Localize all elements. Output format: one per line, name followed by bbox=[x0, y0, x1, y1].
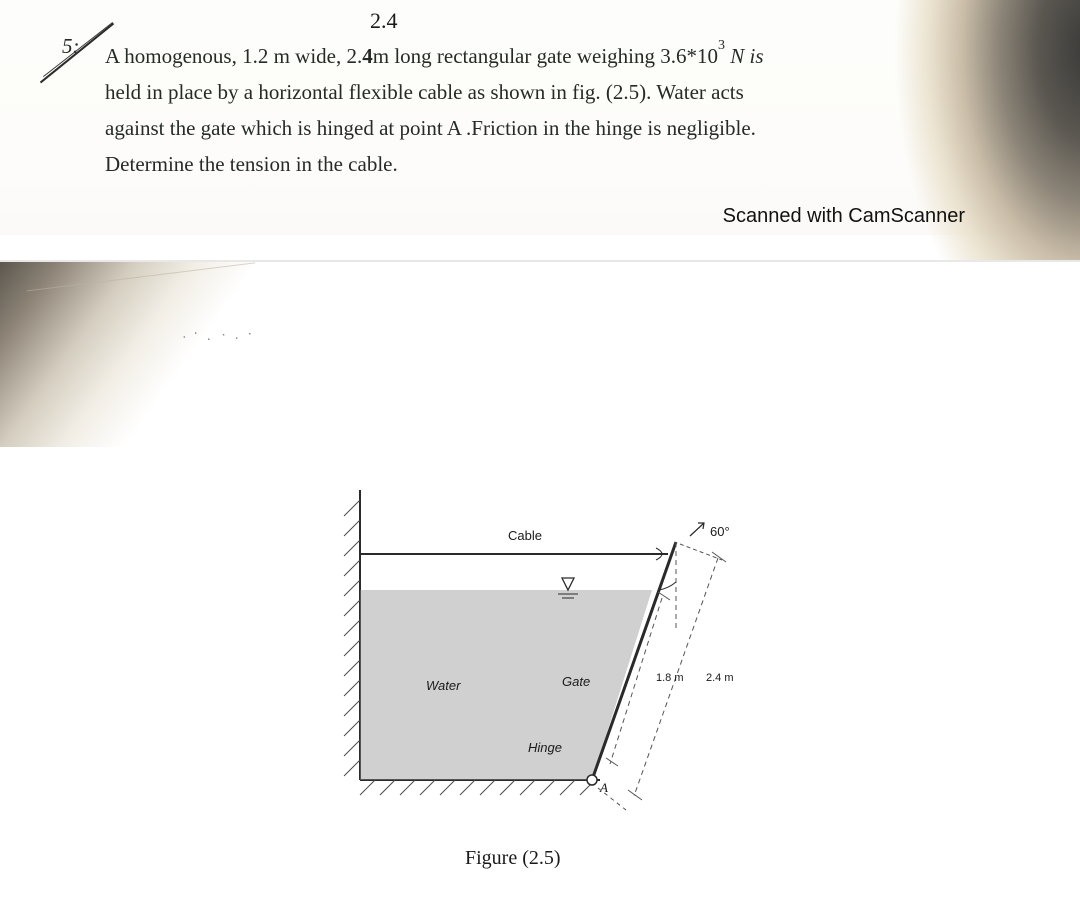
problem-number-wrap: 5: bbox=[62, 34, 80, 59]
exponent: 3 bbox=[718, 38, 725, 53]
text-line1b: m long rectangular gate weighing 3.6*10 bbox=[373, 44, 718, 68]
angle-arrow-icon bbox=[688, 518, 710, 540]
figure-diagram: Cable 60° Water Gate Hinge A 1.8 m 2.4 m bbox=[330, 490, 820, 850]
inserted-digit: 4 bbox=[362, 44, 373, 68]
text-line3: against the gate which is hinged at poin… bbox=[105, 116, 756, 140]
label-hinge: Hinge bbox=[528, 740, 562, 755]
strikethrough-mark bbox=[40, 23, 114, 84]
label-water: Water bbox=[426, 678, 460, 693]
problem-header-region: 2.4 5: A homogenous, 1.2 m wide, 2.4m lo… bbox=[0, 0, 1080, 235]
text-line1a: A homogenous, 1.2 m wide, 2. bbox=[105, 44, 362, 68]
scanner-watermark: Scanned with CamScanner bbox=[723, 205, 965, 228]
label-angle: 60° bbox=[710, 524, 730, 539]
book-edge-photo bbox=[0, 262, 260, 447]
label-cable: Cable bbox=[508, 528, 542, 543]
figure-caption: Figure (2.5) bbox=[465, 847, 561, 870]
problem-statement: A homogenous, 1.2 m wide, 2.4m long rect… bbox=[105, 34, 945, 182]
label-point-a: A bbox=[600, 780, 608, 796]
text-line2: held in place by a horizontal flexible c… bbox=[105, 80, 744, 104]
strikethrough-mark-2 bbox=[43, 22, 113, 77]
text-line1c: N is bbox=[725, 44, 764, 68]
figure-page-region: Cable 60° Water Gate Hinge A 1.8 m 2.4 m… bbox=[0, 262, 1080, 909]
label-gate: Gate bbox=[562, 674, 590, 689]
handwritten-correction: 2.4 bbox=[370, 8, 398, 34]
text-line4: Determine the tension in the cable. bbox=[105, 152, 398, 176]
page-speckles bbox=[176, 326, 258, 348]
label-dim-2: 2.4 m bbox=[706, 672, 734, 684]
label-dim-1: 1.8 m bbox=[656, 672, 684, 684]
diagram-svg bbox=[330, 490, 820, 850]
